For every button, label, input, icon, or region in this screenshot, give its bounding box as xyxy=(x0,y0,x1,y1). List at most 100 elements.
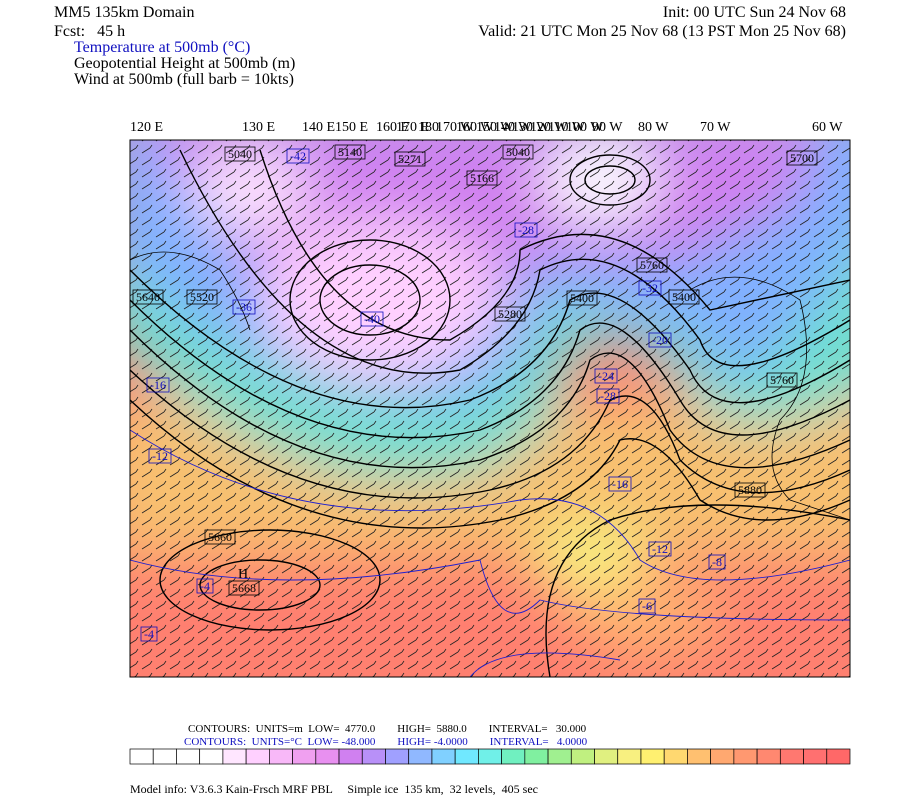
colorbar-swatch xyxy=(152,748,177,765)
colorbar-swatch xyxy=(245,748,270,765)
temperature-label: -12 xyxy=(152,449,168,463)
contour-label: -4 xyxy=(196,578,214,594)
contour-label: -40 xyxy=(360,311,384,327)
colorbar-swatch xyxy=(779,748,804,765)
contour-label: -28 xyxy=(596,388,620,404)
longitude-label: 90 W xyxy=(592,120,623,135)
temperature-label: -20 xyxy=(652,333,668,347)
colorbar-swatch xyxy=(431,748,456,765)
longitude-label: 140 W xyxy=(494,120,532,135)
height-label: 5760 xyxy=(770,373,794,387)
longitude-label: 160 W xyxy=(456,120,494,135)
label-box xyxy=(608,476,632,492)
colorbar-swatch xyxy=(594,748,619,765)
valid-time: Valid: 21 UTC Mon 25 Nov 68 (13 PST Mon … xyxy=(478,23,846,40)
contour-label: 5040 xyxy=(224,146,256,162)
label-box xyxy=(466,170,498,186)
colorbar-swatch xyxy=(338,748,363,765)
contour-label: 5166 xyxy=(466,170,498,186)
temperature-label: -4 xyxy=(144,627,154,641)
contour-label: -8 xyxy=(708,554,726,570)
temperature-label: -12 xyxy=(652,542,668,556)
contour-label: 5760 xyxy=(766,372,798,388)
temperature-contours xyxy=(130,429,850,677)
model-info: Model info: V3.6.3 Kain-Frsch MRF PBL Si… xyxy=(130,782,538,796)
label-box xyxy=(566,290,598,306)
contour-label: -12 xyxy=(148,448,172,464)
label-box xyxy=(196,578,214,594)
field-height: Geopotential Height at 500mb (m) xyxy=(74,55,295,72)
label-box xyxy=(594,368,618,384)
contour-label: -32 xyxy=(638,280,662,296)
longitude-label: 70 W xyxy=(700,120,731,135)
contour-label: 5640 xyxy=(132,289,164,305)
colorbar-swatch xyxy=(478,748,502,765)
label-box xyxy=(232,299,256,315)
temperature-label: -36 xyxy=(236,300,252,314)
label-box xyxy=(638,280,662,296)
wind-barbs xyxy=(130,140,850,677)
colorbar-swatch xyxy=(803,748,828,765)
colorbar-swatch xyxy=(663,748,688,765)
label-box xyxy=(360,311,384,327)
label-box xyxy=(734,482,766,498)
colorbar-swatch xyxy=(524,748,549,765)
domain-title: MM5 135km Domain xyxy=(54,4,194,21)
contour-label: 5660 xyxy=(204,529,236,545)
colorbar-swatch xyxy=(222,748,247,765)
contour-label: 5520 xyxy=(186,289,218,305)
contour-label: -36 xyxy=(232,299,256,315)
label-box xyxy=(286,148,310,164)
colorbar-swatch xyxy=(315,748,340,765)
colorbar-swatch xyxy=(547,748,572,765)
longitude-label: 120 W xyxy=(530,120,568,135)
longitude-label: 150 W xyxy=(476,120,514,135)
longitude-label: 150 E xyxy=(335,120,368,135)
height-label: 5040 xyxy=(228,147,252,161)
contour-label: 5040 xyxy=(502,144,534,160)
height-label: 5400 xyxy=(672,290,696,304)
label-box xyxy=(636,257,668,273)
height-label: 5166 xyxy=(470,171,494,185)
field-wind: Wind at 500mb (full barb = 10kts) xyxy=(74,71,294,88)
contour-label: 5880 xyxy=(734,482,766,498)
height-label: 5760 xyxy=(640,258,664,272)
colorbar-swatch xyxy=(454,748,479,765)
contour-label: 5668 xyxy=(228,580,260,596)
temperature-contour-info: CONTOURS: UNITS=°C LOW= -48.000 HIGH= -4… xyxy=(184,736,588,748)
field-temperature: Temperature at 500mb (°C) xyxy=(74,39,250,56)
label-box xyxy=(228,580,260,596)
height-label: 5140 xyxy=(338,145,362,159)
map-frame xyxy=(129,139,851,678)
colorbar-swatch xyxy=(756,748,781,765)
label-box xyxy=(708,554,726,570)
contour-label: -24 xyxy=(594,368,618,384)
contour-label: 5280 xyxy=(494,306,526,322)
height-label: 5520 xyxy=(190,290,214,304)
label-box xyxy=(140,626,158,642)
longitude-label: 100 W xyxy=(566,120,604,135)
longitude-label: 110 W xyxy=(548,120,586,135)
init-time: Init: 00 UTC Sun 24 Nov 68 xyxy=(663,4,846,21)
label-box xyxy=(766,372,798,388)
label-box xyxy=(494,306,526,322)
height-label: 5271 xyxy=(398,152,422,166)
label-box xyxy=(668,289,700,305)
contour-label: 5400 xyxy=(566,290,598,306)
label-box xyxy=(648,541,672,557)
longitude-label: 130 W xyxy=(512,120,550,135)
longitude-label: 140 E xyxy=(302,120,335,135)
contour-label: -20 xyxy=(648,332,672,348)
label-box xyxy=(146,377,170,393)
colorbar-swatch xyxy=(129,748,154,765)
label-box xyxy=(204,529,236,545)
contour-label: -12 xyxy=(648,541,672,557)
temperature-label: -40 xyxy=(364,312,380,326)
colorbar-swatch xyxy=(826,748,851,765)
label-box xyxy=(514,222,538,238)
longitude-label: 180 xyxy=(418,120,439,135)
height-label: 5668 xyxy=(232,581,256,595)
contour-label: -16 xyxy=(146,377,170,393)
